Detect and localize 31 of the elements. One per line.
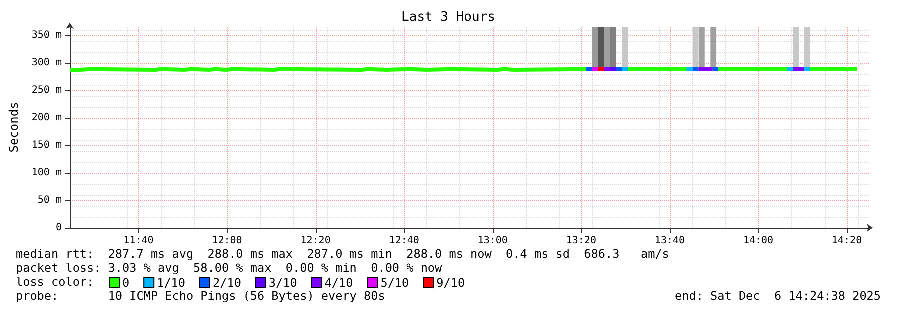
- x-tick-label: 14:00: [743, 236, 774, 246]
- legend-label: 5/10: [380, 276, 410, 290]
- x-tick-label: 14:20: [832, 236, 862, 246]
- y-tick-label: 200 m: [32, 112, 62, 124]
- text: packet loss: 3.03 % avg 58.00 % max 0.00 % min 0.00 % now: [16, 261, 442, 275]
- text: probe: 10 ICMP Echo Pings (56 Bytes) every 80s: [16, 289, 386, 303]
- text: median rtt: 287.7 ms avg 288.0 ms max 287.0 ms min 288.0 ms now 0.4 ms sd 686.3 am/s: [16, 247, 670, 261]
- legend-label: 9/10: [436, 276, 466, 290]
- x-tick-label: 12:20: [300, 236, 331, 246]
- legend-title: loss color:: [16, 275, 94, 289]
- y-tick-label: 0: [56, 222, 62, 234]
- legend-label: 2/10: [213, 276, 242, 290]
- y-tick-label: 350 m: [32, 30, 62, 41]
- chart-title: Last 3 Hours: [402, 10, 496, 25]
- x-tick-label: 12:00: [212, 236, 242, 246]
- x-tick-label: 12:40: [389, 236, 420, 246]
- y-tick-label: 250 m: [32, 84, 62, 96]
- legend-label: 4/10: [324, 276, 354, 290]
- y-tick-label: 150 m: [32, 140, 62, 151]
- y-tick-label: 100 m: [32, 167, 62, 178]
- legend-label: 3/10: [268, 276, 298, 290]
- legend-label: 1/10: [157, 276, 186, 290]
- x-tick-label: 13:40: [654, 236, 686, 246]
- text: end: Sat Dec 6 14:24:38 2025: [675, 289, 881, 303]
- y-tick-label: 50 m: [38, 194, 62, 206]
- x-tick-label: 13:00: [478, 236, 508, 246]
- y-axis-title: Seconds: [7, 102, 21, 153]
- legend-label: 0: [122, 276, 130, 290]
- y-tick-label: 300 m: [32, 57, 62, 68]
- x-tick-label: 11:40: [124, 236, 154, 246]
- x-tick-label: 13:20: [566, 236, 596, 246]
